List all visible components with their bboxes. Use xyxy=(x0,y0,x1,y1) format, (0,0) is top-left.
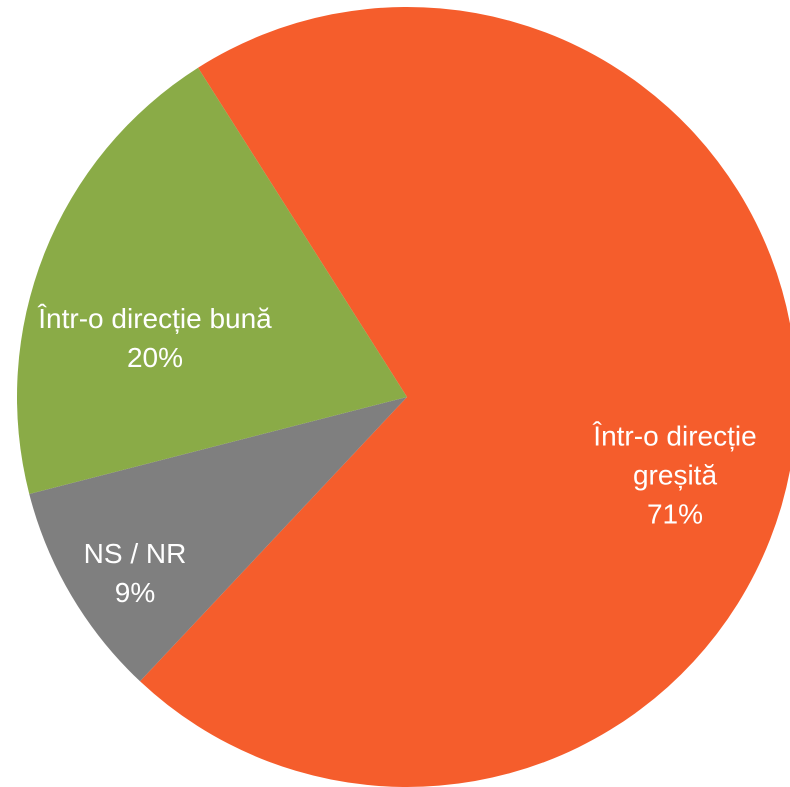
slice-label: Într-o direcție greșită 71% xyxy=(555,417,790,534)
pie-slice xyxy=(29,397,408,682)
category-label: Într-o direcție bună xyxy=(38,303,272,334)
pie-slice xyxy=(16,67,408,494)
slice-label: NS / NR 9% xyxy=(15,534,255,612)
category-label: NS / NR xyxy=(83,538,187,569)
category-label: Într-o direcție greșită xyxy=(593,420,757,491)
slice-label: Într-o direcție bună 20% xyxy=(35,299,275,377)
value-label: 9% xyxy=(114,577,156,608)
pie-slice xyxy=(140,7,790,787)
value-label: 71% xyxy=(646,498,704,530)
value-label: 20% xyxy=(126,342,184,373)
